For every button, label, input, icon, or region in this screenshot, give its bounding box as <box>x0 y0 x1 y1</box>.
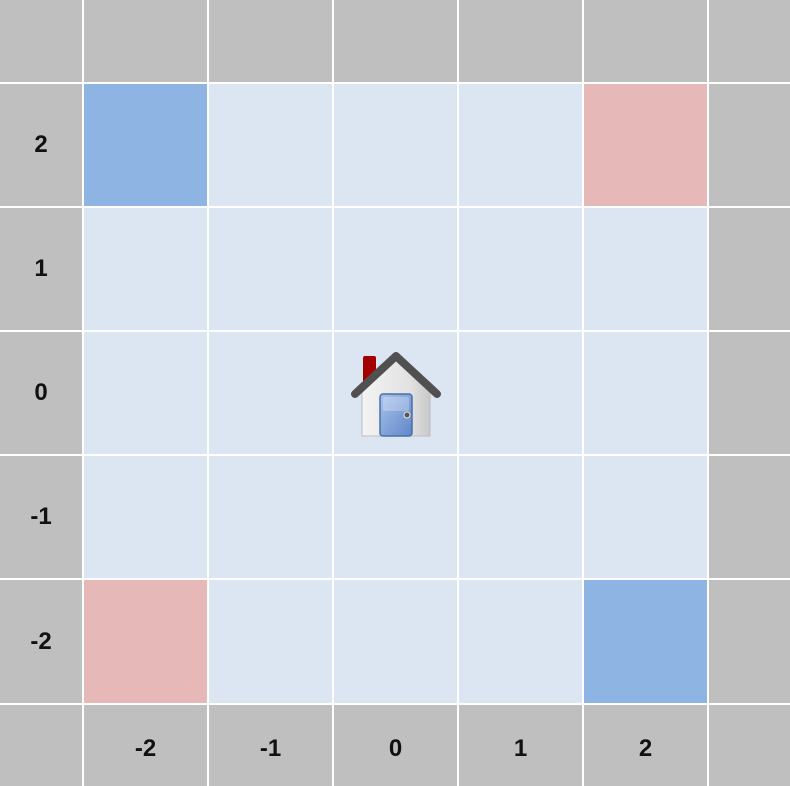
grid-cell <box>84 332 207 454</box>
grid-cell <box>334 84 457 206</box>
column-label: -1 <box>209 705 332 786</box>
row-label: 0 <box>0 332 82 454</box>
grid-cell <box>584 456 707 578</box>
highlighted-grid-cell <box>584 580 707 703</box>
highlighted-grid-cell <box>584 84 707 206</box>
header-cell <box>584 0 707 82</box>
grid-cell <box>209 456 332 578</box>
header-cell <box>709 0 790 82</box>
grid-cell <box>84 456 207 578</box>
header-cell <box>459 0 582 82</box>
highlighted-grid-cell <box>84 84 207 206</box>
grid-cell <box>84 208 207 330</box>
header-cell <box>709 208 790 330</box>
header-cell <box>709 705 790 786</box>
grid-cell <box>334 208 457 330</box>
header-cell <box>84 0 207 82</box>
row-label: -1 <box>0 456 82 578</box>
grid-cell <box>459 332 582 454</box>
header-cell <box>209 0 332 82</box>
column-label: 2 <box>584 705 707 786</box>
header-cell <box>0 0 82 82</box>
row-label: -2 <box>0 580 82 703</box>
header-cell <box>334 0 457 82</box>
grid-cell <box>459 84 582 206</box>
highlighted-grid-cell <box>84 580 207 703</box>
grid-cell <box>459 456 582 578</box>
row-label: 1 <box>0 208 82 330</box>
column-label: 1 <box>459 705 582 786</box>
grid-cell <box>459 580 582 703</box>
grid-cell <box>209 84 332 206</box>
grid-cell <box>209 580 332 703</box>
header-cell <box>709 580 790 703</box>
column-label: -2 <box>84 705 207 786</box>
house-icon <box>351 352 441 437</box>
row-label: 2 <box>0 84 82 206</box>
grid-cell <box>584 332 707 454</box>
header-cell <box>709 332 790 454</box>
header-cell <box>709 456 790 578</box>
header-cell <box>709 84 790 206</box>
grid-cell <box>459 208 582 330</box>
grid-cell <box>334 456 457 578</box>
grid-cell <box>584 208 707 330</box>
grid-cell <box>209 208 332 330</box>
grid-cell <box>209 332 332 454</box>
column-label: 0 <box>334 705 457 786</box>
header-cell <box>0 705 82 786</box>
grid-cell <box>334 580 457 703</box>
